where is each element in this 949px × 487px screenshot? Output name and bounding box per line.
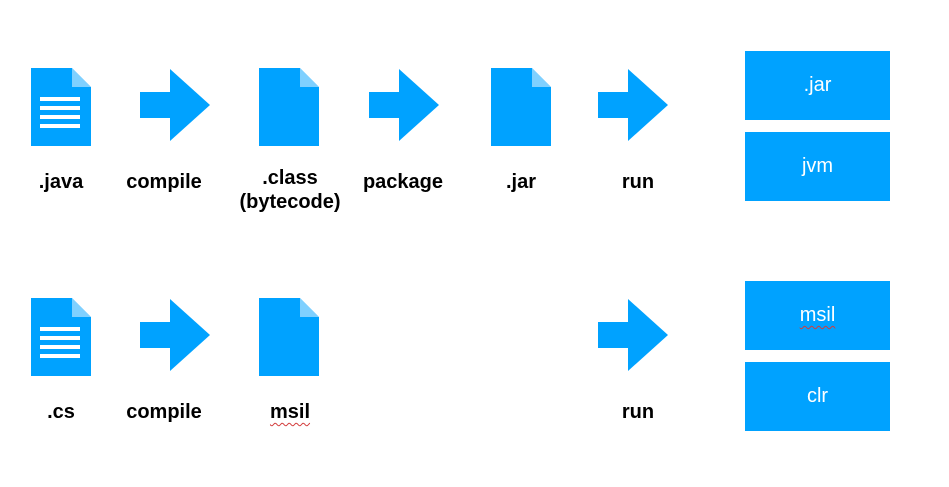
class-label-line1: .class — [262, 167, 318, 189]
arrow-right-icon — [140, 69, 210, 141]
java-source-label: .java — [38, 171, 84, 193]
package-label: package — [362, 171, 444, 193]
msil-label: msil — [220, 400, 360, 424]
arrow-right-icon — [140, 299, 210, 371]
msil-label-text: msil — [269, 401, 311, 423]
jvm-box: jvm — [745, 132, 890, 201]
cs-source-label: .cs — [47, 401, 75, 423]
jvm-box-label: jvm — [801, 155, 834, 177]
msil-box: msil — [745, 281, 890, 350]
jar-file-icon — [491, 68, 551, 146]
cs-compile-label: compile — [126, 401, 202, 423]
msil-box-label: msil — [799, 304, 836, 326]
jar-box: .jar — [745, 51, 890, 120]
arrow-right-icon — [598, 69, 668, 141]
arrow-right-icon — [598, 299, 668, 371]
java-source-file-icon — [31, 68, 91, 146]
clr-box-label: clr — [806, 385, 829, 407]
msil-file-icon — [259, 298, 319, 376]
java-compile-label: compile — [126, 171, 202, 193]
jar-box-label: .jar — [803, 74, 832, 96]
clr-box: clr — [745, 362, 890, 431]
class-label-line2: (bytecode) — [239, 191, 341, 213]
class-file-icon — [259, 68, 319, 146]
cs-source-file-icon — [31, 298, 91, 376]
java-run-label: run — [621, 171, 655, 193]
cs-run-label: run — [621, 401, 655, 423]
jar-label: .jar — [505, 171, 537, 193]
arrow-right-icon — [369, 69, 439, 141]
